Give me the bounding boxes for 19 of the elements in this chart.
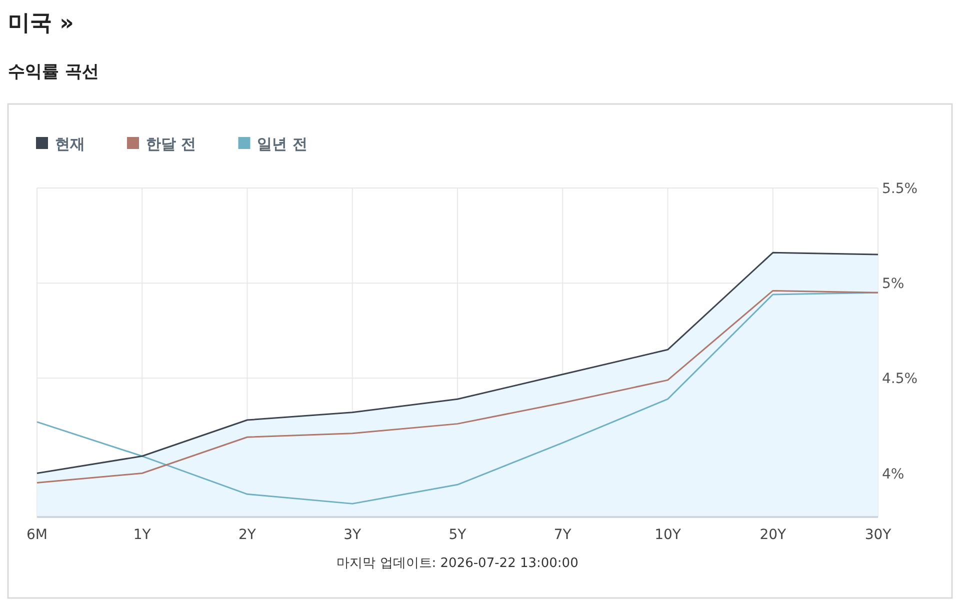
- legend-label: 일년 전: [257, 135, 308, 153]
- x-tick-label: 2Y: [238, 527, 256, 543]
- x-tick-label: 6M: [26, 527, 48, 543]
- legend-label: 현재: [55, 135, 85, 153]
- y-tick-label: 4%: [882, 466, 904, 482]
- x-tick-label: 7Y: [554, 527, 572, 543]
- y-tick-label: 4.5%: [882, 371, 918, 388]
- x-tick-label: 5Y: [448, 527, 467, 543]
- x-tick-label: 1Y: [133, 527, 152, 543]
- text: 마지막 업데이트: 2026-07-22 13:00:00: [336, 556, 578, 571]
- chart-title: 미국 »: [8, 11, 74, 36]
- x-tick-label: 30Y: [864, 527, 892, 543]
- x-tick-label: 10Y: [654, 527, 682, 543]
- chart-subtitle: 수익률 곡선: [8, 62, 99, 82]
- x-tick-label: 20Y: [760, 527, 786, 543]
- y-tick-label: 5%: [882, 276, 904, 292]
- y-tick-label: 5.5%: [882, 181, 918, 197]
- x-tick-label: 3Y: [344, 527, 362, 543]
- legend-label: 한달 전: [146, 135, 196, 153]
